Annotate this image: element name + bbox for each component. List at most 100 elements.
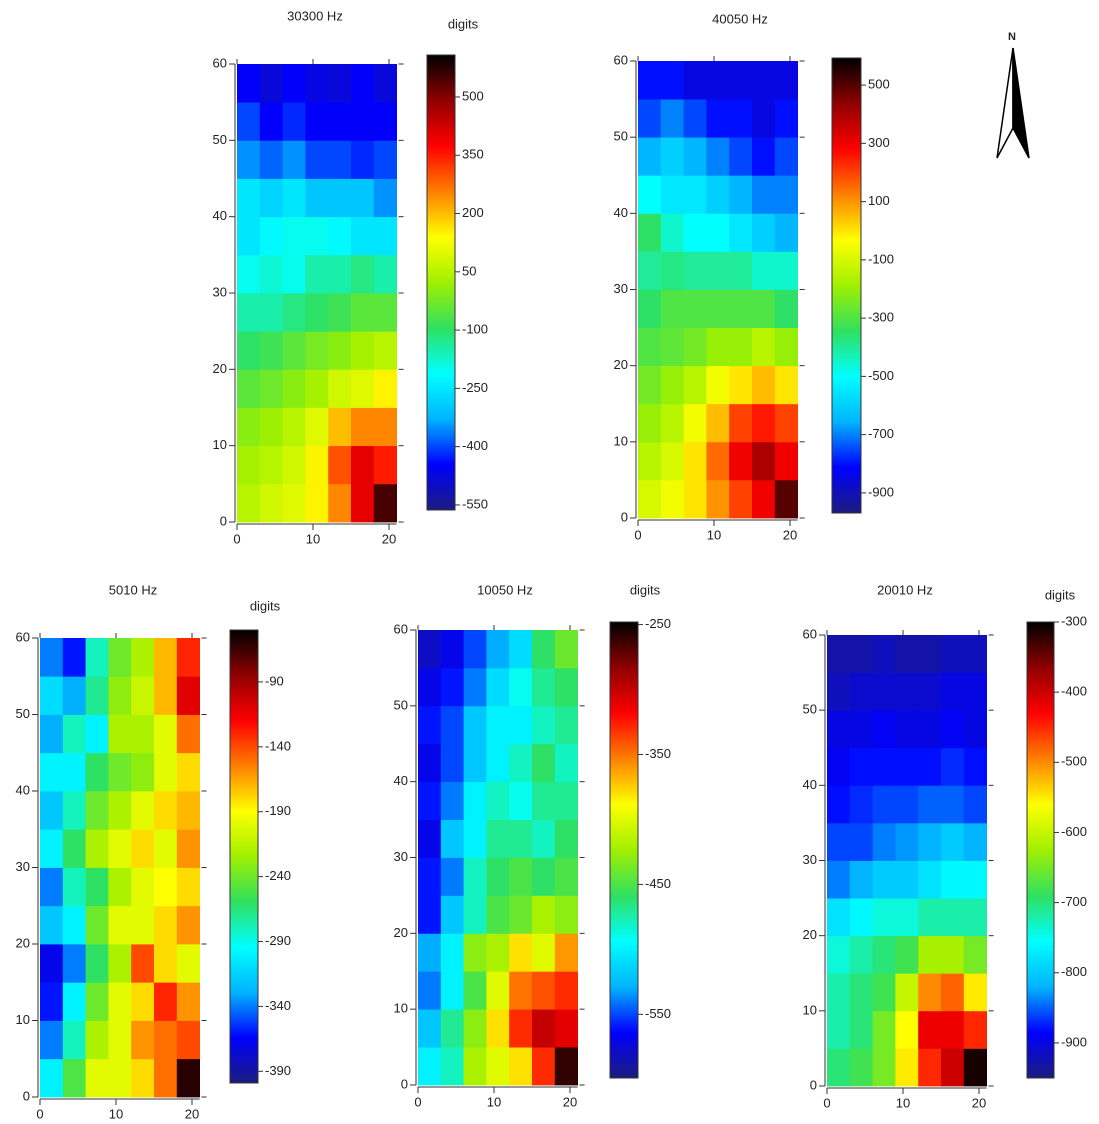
heatmap-cell	[463, 705, 487, 745]
heatmap-cell	[108, 944, 132, 983]
heatmap-cell	[729, 175, 753, 214]
heatmap-cell	[282, 445, 306, 485]
heatmap-cell	[638, 403, 662, 443]
heatmap-cell	[849, 635, 873, 673]
heatmap-cell	[554, 819, 578, 858]
y-tick-label: 50	[394, 697, 408, 712]
heatmap-cell	[373, 445, 397, 485]
colorbar-tick-label: -450	[645, 876, 671, 891]
heatmap-cell	[918, 785, 942, 824]
heatmap-cell	[463, 857, 487, 896]
heatmap-cell	[729, 251, 753, 290]
y-tick-label: 20	[394, 925, 408, 940]
heatmap-cell	[752, 175, 776, 214]
heatmap-cell	[85, 676, 109, 715]
heatmap-cell	[827, 672, 851, 711]
y-tick-label: 30	[803, 852, 817, 867]
heatmap-cell	[963, 1010, 987, 1049]
colorbar-tick-label: -300	[1061, 613, 1087, 628]
heatmap-cell	[486, 1009, 510, 1048]
heatmap-cell	[486, 895, 510, 934]
heatmap-cell	[774, 327, 798, 367]
heatmap-cell	[774, 251, 798, 290]
y-tick-label: 60	[213, 55, 227, 70]
heatmap-cell	[849, 935, 873, 974]
heatmap-cell	[706, 289, 730, 328]
heatmap-cell	[237, 483, 261, 523]
heatmap-cell	[660, 61, 684, 100]
heatmap-cell	[532, 857, 556, 896]
y-tick-label: 20	[16, 935, 30, 950]
y-tick-label: 20	[803, 927, 817, 942]
heatmap-cell	[827, 973, 851, 1012]
heatmap-cell	[895, 635, 919, 673]
heatmap-cell	[463, 781, 487, 820]
heatmap-cell	[827, 747, 851, 786]
heatmap-cell	[706, 137, 730, 176]
heatmap-cell	[849, 1048, 873, 1087]
heatmap-cell	[154, 1058, 178, 1098]
heatmap-cell	[554, 895, 578, 934]
heatmap-cell	[131, 676, 155, 715]
heatmap-cell	[683, 289, 707, 328]
heatmap-cell	[554, 630, 578, 669]
y-tick-label: 10	[614, 433, 628, 448]
y-tick-label: 0	[810, 1077, 817, 1092]
heatmap-cell	[872, 935, 896, 974]
heatmap-cell	[259, 293, 283, 332]
heatmap-cell	[849, 973, 873, 1012]
heatmap-cell	[486, 743, 510, 783]
heatmap-cell	[373, 331, 397, 370]
heatmap-cell	[660, 137, 684, 176]
heatmap-cell	[729, 327, 753, 367]
heatmap-cell	[328, 216, 352, 256]
heatmap-cell	[373, 140, 397, 179]
heatmap-cell	[85, 867, 109, 907]
heatmap-cell	[774, 403, 798, 443]
heatmap-cell	[509, 819, 533, 858]
heatmap-cell	[554, 971, 578, 1010]
heatmap-cell	[532, 705, 556, 745]
panel: 20010 Hz digits 0 10 20 30 40 50 60 0 10 20 -900 -800…	[803, 582, 1088, 1110]
panel: 5010 Hz digits 0 10 20 30 40 50 60 0 10 20 -390 -340 -…	[16, 582, 292, 1121]
heatmap-cell	[941, 785, 965, 824]
heatmap-cell	[282, 254, 306, 294]
heatmap-cell	[849, 822, 873, 861]
colorbar-tick-label: -400	[1061, 684, 1087, 699]
heatmap-cell	[176, 1058, 200, 1098]
heatmap-cell	[40, 791, 64, 830]
heatmap-cell	[282, 64, 306, 103]
heatmap-cell	[418, 630, 442, 669]
colorbar-tick-label: 50	[462, 263, 476, 278]
heatmap-cell	[706, 479, 730, 519]
heatmap-cell	[706, 365, 730, 405]
north-label: N	[1008, 31, 1016, 43]
panel: 10050 Hz digits 0 10 20 30 40 50 60 0 10 20 -550 -450…	[394, 582, 672, 1109]
heatmap-cell	[108, 714, 132, 754]
heatmap-cell	[849, 672, 873, 711]
heatmap-cell	[941, 1010, 965, 1049]
heatmap-cell	[259, 140, 283, 179]
heatmap-cell	[941, 1048, 965, 1087]
heatmap-cell	[532, 819, 556, 858]
heatmap-cell	[638, 137, 662, 176]
x-tick-label: 20	[185, 1106, 199, 1121]
heatmap-cell	[328, 331, 352, 370]
heatmap-cell	[941, 747, 965, 786]
heatmap-cell	[237, 140, 261, 179]
heatmap-cell	[941, 710, 965, 749]
heatmap-cell	[259, 331, 283, 370]
heatmap-cell	[827, 860, 851, 899]
heatmap-cell	[131, 829, 155, 868]
panel-title: 5010 Hz	[109, 582, 157, 597]
heatmap-cell	[108, 791, 132, 830]
heatmap-cell	[176, 982, 200, 1021]
x-tick-label: 10	[487, 1094, 501, 1109]
heatmap-cell	[872, 822, 896, 861]
heatmap-cell	[373, 254, 397, 294]
x-tick-label: 10	[896, 1095, 910, 1110]
heatmap-cell	[108, 829, 132, 868]
heatmap-cell	[328, 254, 352, 294]
heatmap-cell	[62, 714, 86, 754]
north-arrow-left	[996, 47, 1014, 159]
